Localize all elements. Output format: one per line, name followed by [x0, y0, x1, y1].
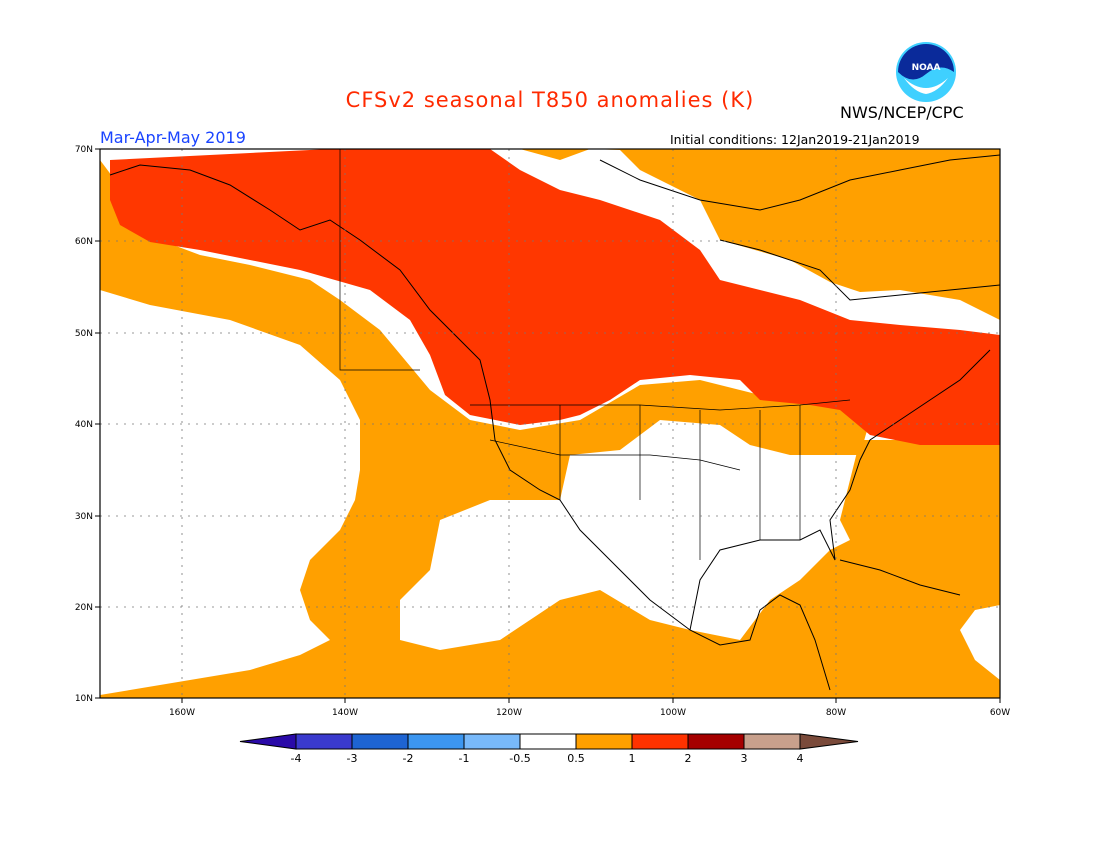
anomaly-region-above-1	[110, 149, 1000, 445]
legend-arrow-high	[799, 733, 859, 750]
color-legend	[239, 733, 859, 750]
legend-label: 3	[741, 752, 748, 765]
legend-label: -3	[347, 752, 358, 765]
lat-label: 60N	[75, 237, 93, 247]
lon-label: 60W	[990, 708, 1010, 718]
legend-label: 2	[685, 752, 692, 765]
legend-label: 1	[629, 752, 636, 765]
legend-arrow-low	[239, 733, 297, 750]
anomaly-field	[100, 149, 1000, 698]
legend-label: -1	[459, 752, 470, 765]
lat-label: 30N	[75, 512, 93, 522]
logo-text: NOAA	[912, 63, 941, 73]
legend-swatch	[407, 733, 465, 750]
legend-swatch	[519, 733, 577, 750]
lat-label: 40N	[75, 420, 93, 430]
legend-label: -0.5	[509, 752, 530, 765]
axis-labels: 70N 60N 50N 40N 30N 20N 10N 160W 140W 12…	[75, 145, 1010, 718]
anomaly-region-above-0.5	[100, 160, 1000, 698]
legend-swatch	[295, 733, 353, 750]
legend-swatch	[575, 733, 633, 750]
lat-label: 50N	[75, 329, 93, 339]
season-label: Mar-Apr-May 2019	[100, 128, 246, 147]
lon-label: 160W	[169, 708, 195, 718]
map-title: CFSv2 seasonal T850 anomalies (K)	[345, 88, 755, 112]
lon-label: 80W	[826, 708, 846, 718]
tick-marks	[95, 148, 1001, 703]
legend-swatch	[463, 733, 521, 750]
legend-label: -4	[291, 752, 302, 765]
lon-label: 140W	[332, 708, 358, 718]
coastline	[109, 154, 1000, 691]
noaa-logo: NOAA	[896, 42, 956, 102]
legend-swatch	[351, 733, 409, 750]
lat-label: 10N	[75, 694, 93, 704]
lat-label: 70N	[75, 145, 93, 155]
legend-label: -2	[403, 752, 414, 765]
anomaly-region-above-0.5	[100, 149, 1000, 320]
legend-swatch	[631, 733, 689, 750]
political-borders	[339, 149, 851, 560]
legend-labels: -4 -3 -2 -1 -0.5 0.5 1 2 3 4	[291, 752, 804, 765]
legend-label: 0.5	[567, 752, 585, 765]
agency-label: NWS/NCEP/CPC	[840, 103, 964, 122]
legend-label: 4	[797, 752, 804, 765]
initial-conditions-label: Initial conditions: 12Jan2019-21Jan2019	[670, 132, 920, 147]
graticule	[100, 149, 1000, 698]
legend-swatch	[743, 733, 801, 750]
lat-label: 20N	[75, 603, 93, 613]
lon-label: 100W	[660, 708, 686, 718]
legend-swatch	[687, 733, 745, 750]
lon-label: 120W	[496, 708, 522, 718]
